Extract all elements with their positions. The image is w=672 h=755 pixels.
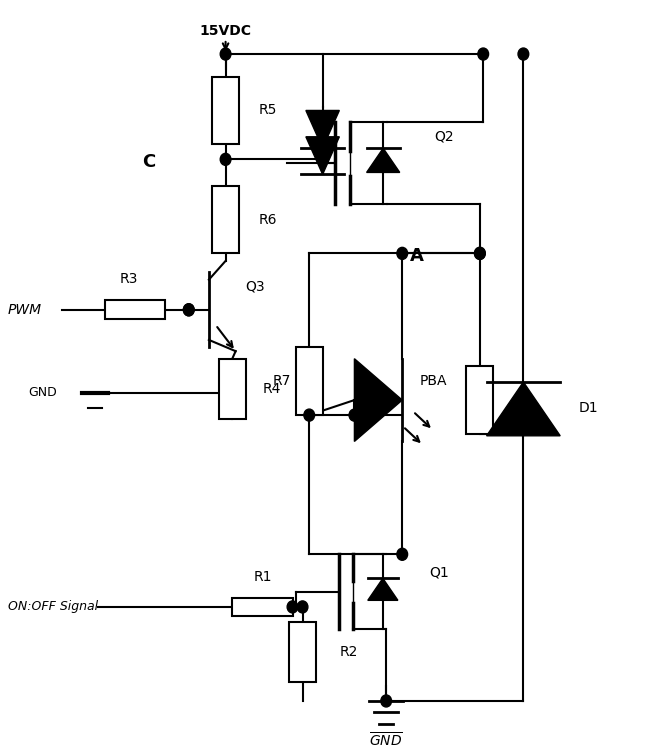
Polygon shape <box>368 578 398 600</box>
Polygon shape <box>306 110 339 148</box>
Circle shape <box>381 695 392 707</box>
Polygon shape <box>487 382 560 436</box>
Bar <box>289 622 316 683</box>
Circle shape <box>220 153 231 165</box>
Polygon shape <box>354 359 403 442</box>
Circle shape <box>474 248 485 260</box>
Bar <box>212 186 239 254</box>
Circle shape <box>220 48 231 60</box>
Text: R8: R8 <box>513 393 532 407</box>
Text: A: A <box>410 247 423 265</box>
Text: ON:OFF Signal: ON:OFF Signal <box>8 600 98 613</box>
Text: C: C <box>142 153 155 171</box>
Bar <box>233 597 292 616</box>
Bar <box>296 347 323 415</box>
Text: PWM: PWM <box>8 303 42 317</box>
Circle shape <box>397 248 408 260</box>
Text: D1: D1 <box>579 401 598 414</box>
Text: R3: R3 <box>120 273 138 286</box>
Circle shape <box>478 48 489 60</box>
Circle shape <box>317 153 328 165</box>
Bar <box>466 366 493 434</box>
Bar <box>219 359 246 419</box>
Text: R2: R2 <box>339 645 358 659</box>
Circle shape <box>183 304 194 316</box>
Text: R7: R7 <box>272 374 291 388</box>
Polygon shape <box>367 148 400 172</box>
Text: Q2: Q2 <box>435 130 454 143</box>
Text: Q1: Q1 <box>429 565 450 580</box>
Bar <box>212 76 239 144</box>
Circle shape <box>397 548 408 560</box>
Circle shape <box>183 304 194 316</box>
Text: GND: GND <box>28 386 57 399</box>
Text: R4: R4 <box>262 382 281 396</box>
Bar <box>105 300 165 319</box>
Text: $\overline{GND}$: $\overline{GND}$ <box>370 731 403 749</box>
Text: R1: R1 <box>253 569 271 584</box>
Text: PBA: PBA <box>419 374 447 388</box>
Circle shape <box>297 601 308 613</box>
Circle shape <box>518 48 529 60</box>
Circle shape <box>304 409 314 421</box>
Circle shape <box>474 248 485 260</box>
Polygon shape <box>306 137 339 174</box>
Circle shape <box>287 601 298 613</box>
Text: Q3: Q3 <box>246 280 265 294</box>
Text: R6: R6 <box>259 213 278 226</box>
Text: R5: R5 <box>259 103 278 118</box>
Text: 15VDC: 15VDC <box>200 24 251 39</box>
Circle shape <box>349 409 360 421</box>
